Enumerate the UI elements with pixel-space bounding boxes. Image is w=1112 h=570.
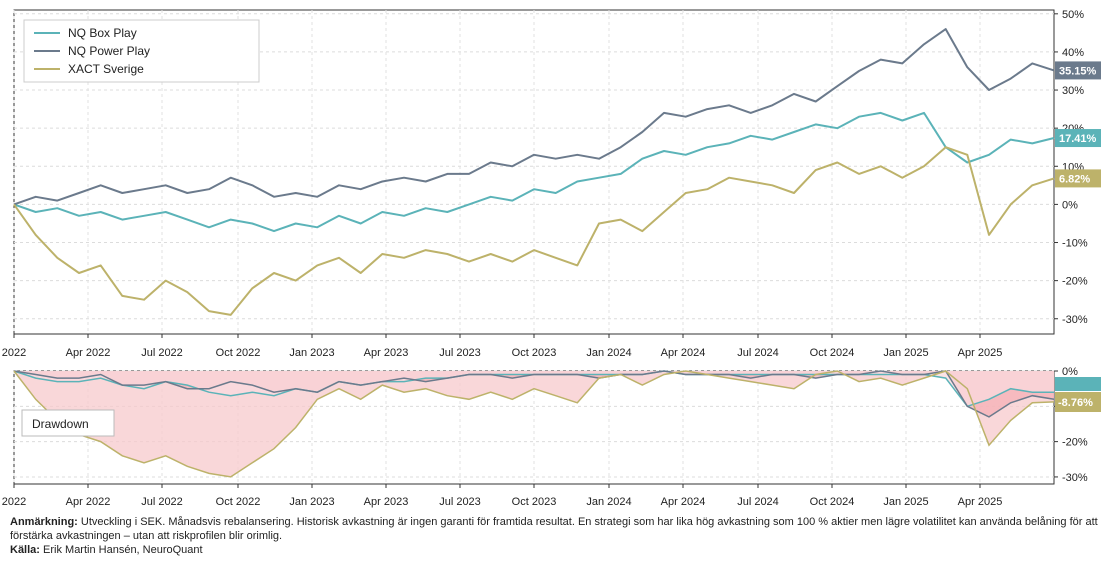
dd-x-tick-label: Jul 2023 [439, 496, 481, 508]
x-tick-label: Jan 2023 [289, 347, 334, 359]
x-tick-label: Oct 2023 [512, 347, 557, 359]
dd-x-tick-label: Jan 2023 [289, 496, 334, 508]
x-tick-label: 2022 [2, 347, 26, 359]
series-line-nq-power-play [13, 28, 1055, 206]
dd-end-label: -8.76% [1058, 397, 1093, 409]
end-label: 6.82% [1059, 173, 1090, 185]
y-tick-label: -20% [1062, 276, 1088, 288]
x-tick-label: Jul 2023 [439, 347, 481, 359]
dd-y-tick-label: -30% [1062, 472, 1088, 484]
end-label-box [1055, 169, 1101, 188]
dd-x-tick-label: Jan 2025 [883, 496, 928, 508]
x-tick-label: Oct 2024 [810, 347, 855, 359]
drawdown-label-box [21, 409, 115, 437]
y-tick-label: -10% [1062, 238, 1088, 250]
dd-end-label-box [1055, 392, 1101, 412]
dd-line-nq-power-play [13, 370, 1055, 418]
x-tick-label: Jul 2022 [141, 347, 183, 359]
x-tick-label: Apr 2022 [66, 347, 111, 359]
source-label: Källa: [10, 544, 40, 556]
source-text: Erik Martin Hansén, NeuroQuant [39, 544, 203, 556]
dd-x-tick-label: Oct 2022 [216, 496, 261, 508]
x-tick-label: Jul 2024 [737, 347, 779, 359]
series-line-xact-sverige [13, 146, 1055, 316]
legend-label: NQ Power Play [68, 44, 150, 58]
end-label: 17.41% [1059, 133, 1097, 145]
dd-x-tick-label: Apr 2023 [364, 496, 409, 508]
dd-x-tick-label: 2022 [2, 496, 26, 508]
dd-x-tick-label: Jan 2024 [586, 496, 631, 508]
dd-line-xact-sverige [13, 370, 1055, 478]
end-label: 35.15% [1059, 65, 1097, 77]
x-tick-label: Apr 2023 [364, 347, 409, 359]
x-tick-label: Jan 2025 [883, 347, 928, 359]
legend-label: NQ Box Play [68, 26, 137, 40]
y-tick-label: 50% [1062, 9, 1084, 21]
dd-x-tick-label: Oct 2023 [512, 496, 557, 508]
dd-area-nq-box-play [14, 371, 1054, 407]
dd-x-tick-label: Apr 2025 [958, 496, 1003, 508]
x-tick-label: Apr 2025 [958, 347, 1003, 359]
series-line-nq-box-play [13, 111, 1055, 233]
dd-x-tick-label: Apr 2024 [661, 496, 706, 508]
y-tick-label: -30% [1062, 314, 1088, 326]
drawdown-label: Drawdown [32, 417, 89, 431]
dd-x-tick-label: Jul 2024 [737, 496, 779, 508]
y-tick-label: 40% [1062, 47, 1084, 59]
end-label-box [1055, 129, 1101, 148]
footnote: Anmärkning: Utveckling i SEK. Månadsvis … [10, 515, 1100, 557]
dd-x-tick-label: Apr 2022 [66, 496, 111, 508]
dd-x-tick-label: Oct 2024 [810, 496, 855, 508]
x-tick-label: Oct 2022 [216, 347, 261, 359]
legend-label: XACT Sverige [68, 62, 144, 76]
x-tick-label: Jan 2024 [586, 347, 631, 359]
dd-end-label-box [1055, 377, 1101, 391]
y-tick-label: 30% [1062, 85, 1084, 97]
dd-y-tick-label: -20% [1062, 437, 1088, 449]
end-label-box [1055, 61, 1101, 80]
footnote-label: Anmärkning: [10, 516, 78, 528]
dd-y-tick-label: 0% [1062, 366, 1078, 378]
x-tick-label: Apr 2024 [661, 347, 706, 359]
y-tick-label: 0% [1062, 199, 1078, 211]
footnote-text: Utveckling i SEK. Månadsvis rebalanserin… [10, 516, 1098, 542]
legend-box [23, 19, 260, 83]
dd-area-xact-sverige [14, 371, 1054, 477]
dd-x-tick-label: Jul 2022 [141, 496, 183, 508]
